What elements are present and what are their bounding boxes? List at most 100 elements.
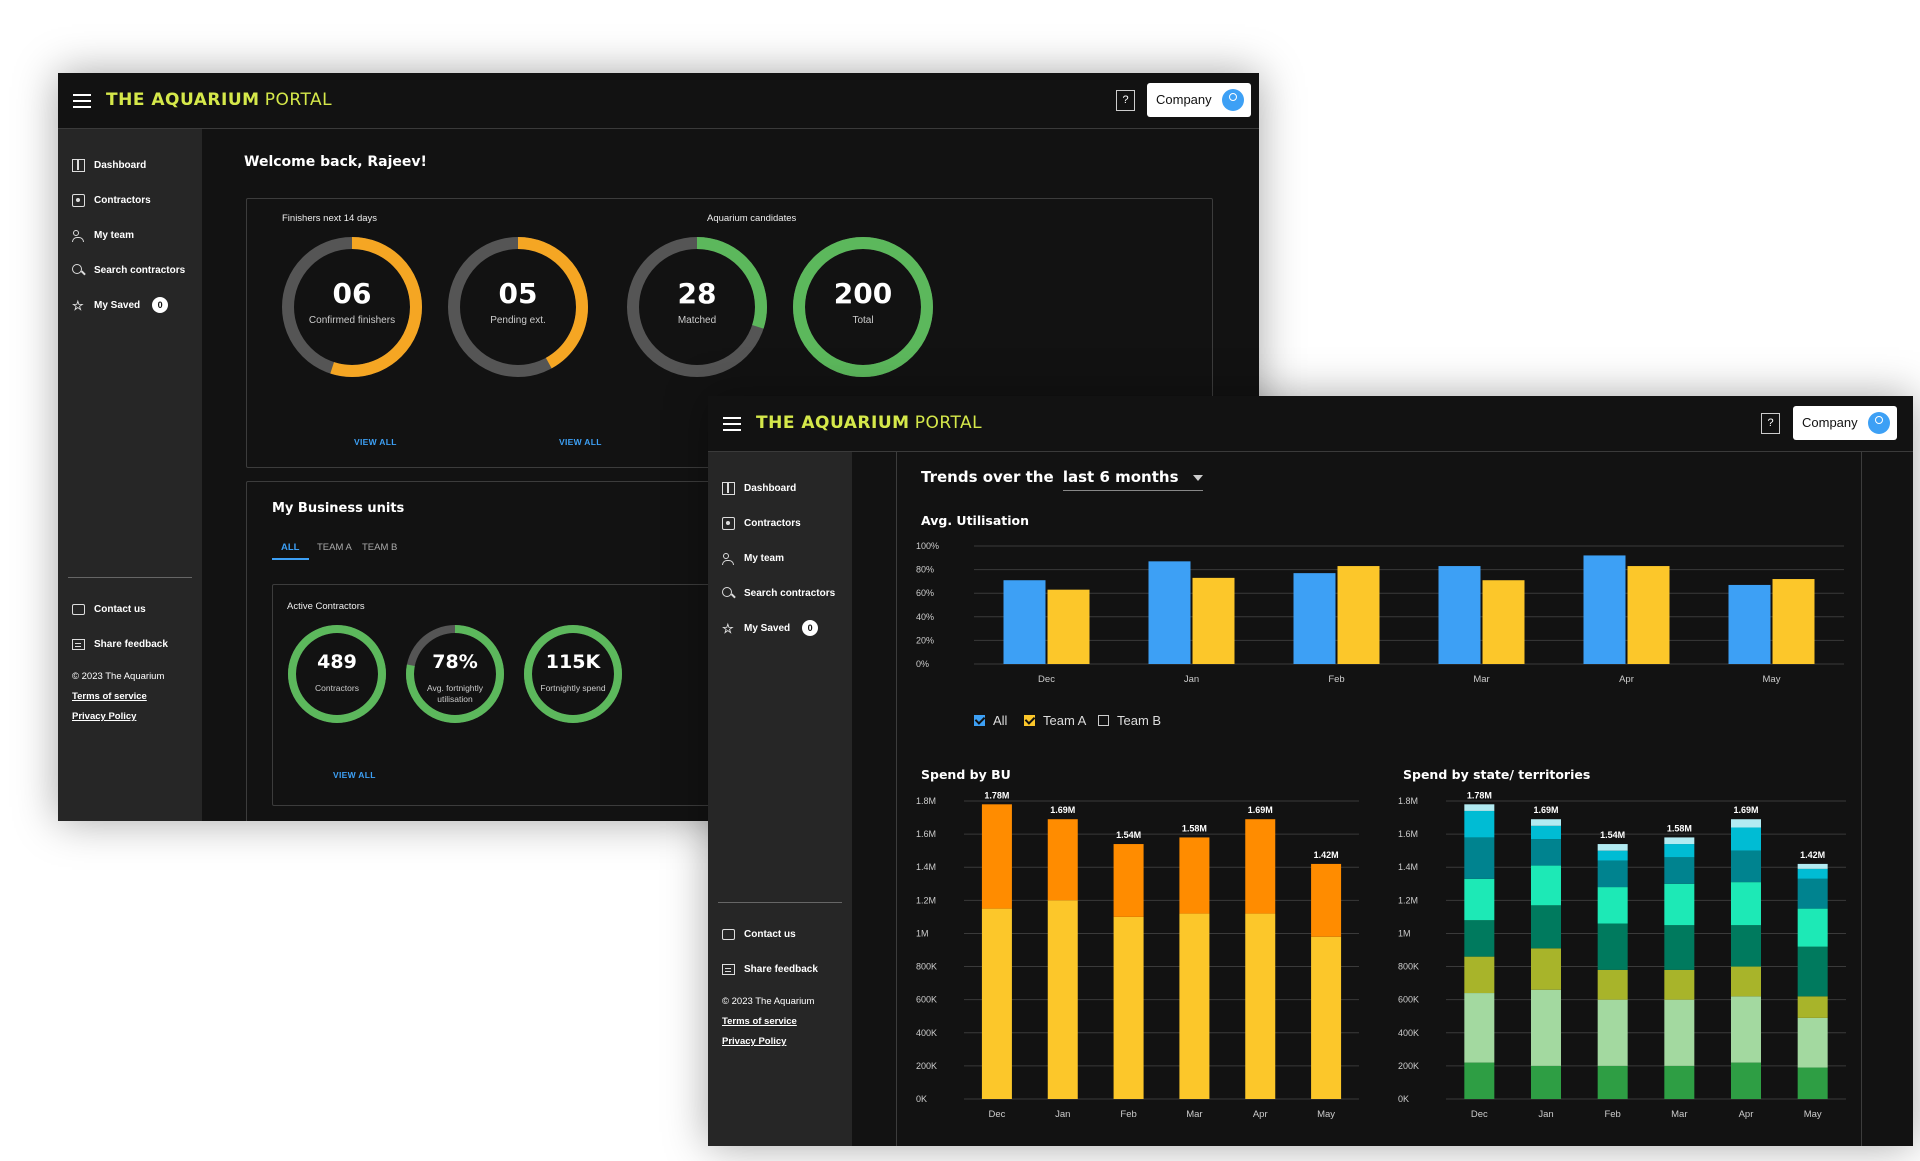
stacked-bar-segment bbox=[1464, 993, 1495, 1063]
company-button[interactable]: Company bbox=[1147, 83, 1251, 117]
ring-gauge-track bbox=[288, 625, 386, 723]
ring-value: 489 bbox=[317, 651, 357, 673]
legend-all[interactable]: All bbox=[974, 713, 1007, 728]
sidebar-item-search-contractors[interactable]: Search contractors bbox=[722, 583, 835, 603]
ring-label: Contractors bbox=[315, 683, 359, 693]
view-all-link[interactable]: VIEW ALL bbox=[354, 437, 397, 447]
y-tick-label: 0K bbox=[916, 1094, 927, 1104]
privacy-link[interactable]: Privacy Policy bbox=[722, 1036, 787, 1047]
sidebar-item-my-saved[interactable]: ☆ My Saved 0 bbox=[72, 295, 169, 315]
brand-sub-text: PORTAL bbox=[264, 90, 333, 110]
view-all-link[interactable]: VIEW ALL bbox=[559, 437, 602, 447]
search-icon bbox=[722, 586, 735, 600]
bar-all bbox=[1293, 573, 1336, 664]
ring-label: Fortnightly spend bbox=[540, 683, 606, 693]
menu-icon[interactable] bbox=[73, 94, 91, 108]
help-button[interactable]: ? bbox=[1116, 90, 1135, 111]
team-icon bbox=[72, 229, 85, 242]
stacked-bar-segment bbox=[1531, 839, 1561, 866]
sidebar-item-label: My Saved bbox=[94, 299, 141, 311]
help-button[interactable]: ? bbox=[1761, 413, 1780, 434]
sidebar-item-dashboard[interactable]: Dashboard bbox=[722, 478, 796, 498]
y-tick-label: 20% bbox=[916, 635, 934, 645]
y-tick-label: 600K bbox=[1398, 995, 1419, 1005]
terms-link[interactable]: Terms of service bbox=[72, 691, 147, 702]
sidebar-item-contractors[interactable]: Contractors bbox=[72, 190, 151, 210]
feedback-icon bbox=[722, 963, 735, 975]
candidates-label: Aquarium candidates bbox=[707, 213, 797, 224]
trends-title: Trends over the last 6 months bbox=[921, 468, 1203, 491]
bar-total-label: 1.78M bbox=[1467, 790, 1492, 800]
stacked-bar-segment bbox=[1731, 827, 1761, 851]
y-tick-label: 1.2M bbox=[1398, 895, 1418, 905]
y-tick-label: 100% bbox=[916, 541, 939, 551]
sidebar-item-share-feedback[interactable]: Share feedback bbox=[722, 959, 818, 979]
bar-all bbox=[1583, 555, 1626, 664]
stacked-bar-segment bbox=[1597, 923, 1628, 970]
brand-sub-text: PORTAL bbox=[914, 413, 983, 433]
sidebar: Dashboard Contractors My team Search con… bbox=[58, 129, 202, 821]
menu-icon[interactable] bbox=[723, 417, 741, 431]
checkbox-unchecked-icon bbox=[1098, 715, 1109, 726]
brand-logo[interactable]: THE AQUARIUM PORTAL bbox=[106, 90, 332, 110]
stacked-bar-segment bbox=[1797, 1067, 1828, 1099]
bar-team-a bbox=[1192, 577, 1235, 664]
sidebar-item-my-team[interactable]: My team bbox=[72, 225, 134, 245]
sidebar-item-share-feedback[interactable]: Share feedback bbox=[72, 634, 168, 654]
stacked-bar-segment bbox=[1047, 819, 1078, 901]
tab-all[interactable]: ALL bbox=[281, 542, 300, 553]
bar-total-label: 1.42M bbox=[1314, 850, 1339, 860]
ring-progress bbox=[288, 625, 386, 723]
sidebar-item-my-team[interactable]: My team bbox=[722, 548, 784, 568]
content-divider-right bbox=[1861, 452, 1862, 1146]
brand-logo[interactable]: THE AQUARIUM PORTAL bbox=[756, 413, 982, 433]
x-tick-label: Feb bbox=[1120, 1109, 1136, 1120]
stacked-bar-segment bbox=[981, 908, 1012, 1099]
legend-team-a[interactable]: Team A bbox=[1024, 713, 1086, 728]
search-icon bbox=[72, 263, 85, 277]
bar-total-label: 1.69M bbox=[1050, 805, 1075, 815]
ring-value: 28 bbox=[677, 277, 717, 310]
x-tick-label: Jan bbox=[1538, 1109, 1553, 1120]
chat-icon bbox=[722, 928, 735, 940]
company-button[interactable]: Company bbox=[1793, 406, 1897, 440]
view-all-link[interactable]: VIEW ALL bbox=[333, 770, 376, 780]
sidebar-item-dashboard[interactable]: Dashboard bbox=[72, 155, 146, 175]
stacked-bar-segment bbox=[1731, 819, 1761, 828]
top-bar: THE AQUARIUM PORTAL ? Company bbox=[58, 73, 1259, 129]
privacy-link[interactable]: Privacy Policy bbox=[72, 711, 137, 722]
sidebar-item-contact-us[interactable]: Contact us bbox=[722, 924, 796, 944]
tab-team-b[interactable]: TEAM B bbox=[362, 542, 398, 553]
terms-link[interactable]: Terms of service bbox=[722, 1016, 797, 1027]
x-tick-label: May bbox=[1763, 674, 1781, 685]
ring-progress bbox=[524, 625, 622, 723]
stacked-bar-segment bbox=[1731, 966, 1761, 997]
sidebar-item-contractors[interactable]: Contractors bbox=[722, 513, 801, 533]
ring-gauge: 05 Pending ext. bbox=[448, 237, 588, 377]
legend-team-b[interactable]: Team B bbox=[1098, 713, 1161, 728]
bar-all bbox=[1438, 566, 1481, 664]
ring-gauge-track bbox=[282, 237, 422, 377]
sidebar-item-my-saved[interactable]: ☆ My Saved 0 bbox=[722, 618, 819, 638]
y-tick-label: 800K bbox=[1398, 962, 1419, 972]
period-dropdown[interactable]: last 6 months bbox=[1062, 468, 1203, 491]
bar-all bbox=[1003, 580, 1046, 664]
stacked-bar-segment bbox=[1597, 860, 1628, 888]
chat-icon bbox=[72, 603, 85, 615]
ring-progress bbox=[406, 625, 504, 723]
sidebar-item-search-contractors[interactable]: Search contractors bbox=[72, 260, 185, 280]
stacked-bar-segment bbox=[1664, 1065, 1695, 1099]
star-icon: ☆ bbox=[722, 620, 734, 636]
ring-progress bbox=[793, 237, 933, 377]
y-tick-label: 1.6M bbox=[916, 829, 936, 839]
stacked-bar-segment bbox=[1311, 863, 1342, 937]
copyright-text: © 2023 The Aquarium bbox=[722, 996, 815, 1007]
sidebar-divider bbox=[718, 902, 842, 903]
bar-total-label: 1.54M bbox=[1116, 830, 1141, 840]
legend-label: All bbox=[993, 713, 1008, 728]
legend-label: Team B bbox=[1117, 713, 1162, 728]
stacked-bar-segment bbox=[1531, 989, 1561, 1066]
sidebar-item-contact-us[interactable]: Contact us bbox=[72, 599, 146, 619]
tab-team-a[interactable]: TEAM A bbox=[317, 542, 352, 553]
bar-total-label: 1.69M bbox=[1733, 805, 1758, 815]
